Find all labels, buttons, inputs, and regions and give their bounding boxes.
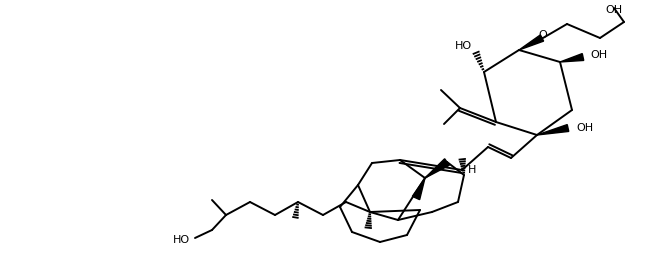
Text: HO: HO [455, 41, 472, 51]
Text: OH: OH [590, 50, 607, 60]
Text: OH: OH [606, 5, 623, 15]
Polygon shape [537, 125, 569, 135]
Text: O: O [539, 30, 547, 40]
Polygon shape [560, 54, 584, 62]
Text: HO: HO [173, 235, 190, 245]
Text: H: H [468, 165, 476, 175]
Polygon shape [425, 159, 449, 178]
Text: OH: OH [576, 123, 593, 133]
Polygon shape [519, 35, 543, 50]
Polygon shape [413, 178, 425, 200]
